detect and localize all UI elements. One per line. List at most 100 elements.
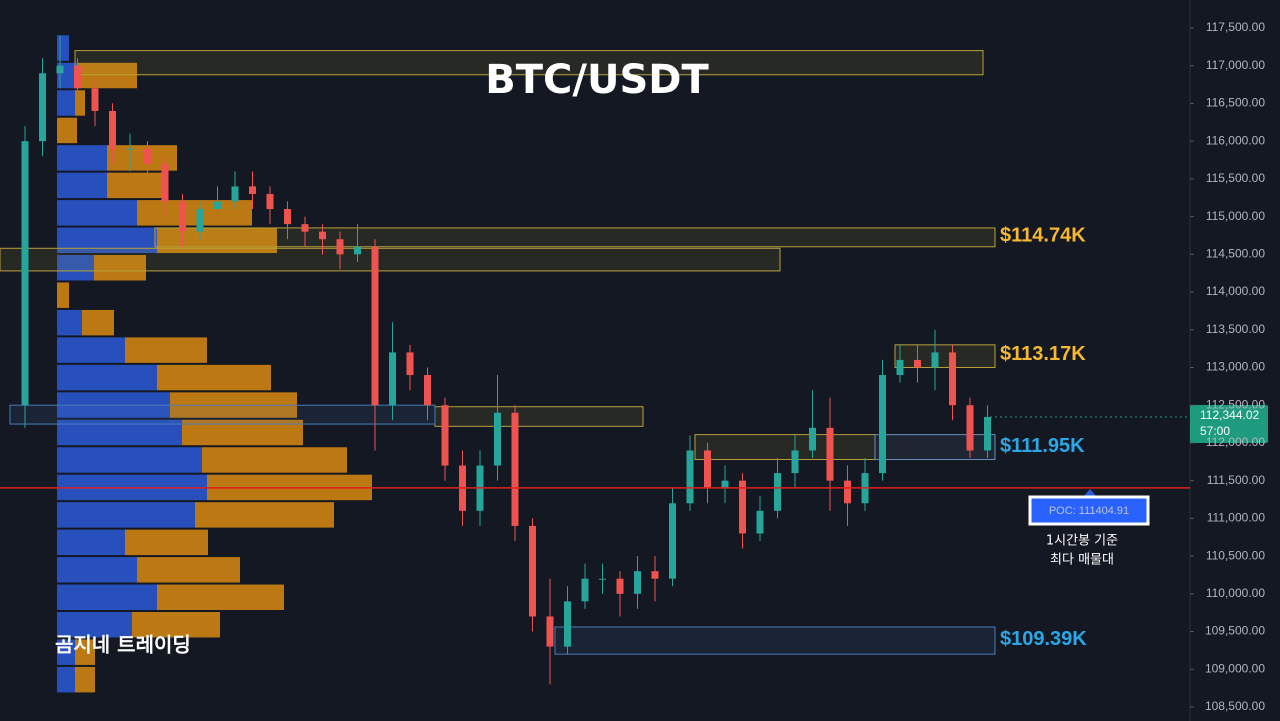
profile-sell [75, 666, 95, 693]
profile-buy [57, 557, 137, 583]
profile-buy [57, 612, 132, 638]
profile-buy [57, 172, 107, 199]
candle-body [651, 571, 659, 579]
profile-sell [77, 62, 137, 89]
profile-sell [132, 612, 220, 638]
candle-body [791, 450, 799, 474]
candle-body [196, 209, 204, 232]
zone-label: $113.17K [1000, 343, 1086, 365]
profile-sell [157, 584, 284, 611]
profile-buy [57, 529, 125, 556]
profile-sell [195, 502, 334, 528]
candle-body [984, 416, 991, 451]
y-tick-label: 108,500.00 [1205, 699, 1265, 713]
candle-body [424, 375, 431, 406]
zone [874, 434, 996, 461]
profile-buy [57, 255, 94, 281]
y-tick-label: 110,500.00 [1206, 548, 1265, 562]
profile-buy [57, 90, 75, 116]
candle-body [511, 412, 519, 526]
candle-body [739, 480, 746, 534]
zone-label: $109.39K [1000, 628, 1087, 650]
candle-body [441, 405, 449, 466]
profile-sell [94, 255, 146, 281]
candle-body [214, 201, 221, 210]
profile-buy [57, 200, 137, 226]
chart-title: BTC/USDT [485, 57, 709, 103]
zone [74, 50, 984, 76]
poc-pointer [1083, 489, 1097, 497]
candle-body [319, 231, 326, 240]
candle-body [896, 359, 904, 376]
candle-body [354, 246, 361, 255]
profile-sell [57, 117, 77, 144]
candle-body [949, 352, 956, 406]
candle-body [389, 352, 396, 406]
y-tick-label: 111,000.00 [1207, 511, 1266, 525]
zone-label: $111.95K [1000, 435, 1085, 457]
poc-box [1028, 495, 1150, 526]
candle-body [301, 224, 309, 232]
y-tick-label: 113,000.00 [1206, 360, 1265, 374]
y-tick-label: 116,000.00 [1206, 133, 1265, 147]
current-price-tag [1190, 404, 1268, 443]
candle-body [879, 375, 886, 474]
y-tick-label: 117,000.00 [1206, 58, 1265, 72]
profile-sell [75, 639, 95, 665]
candle-body [179, 201, 186, 232]
zone [894, 344, 996, 368]
candle-body [721, 480, 729, 489]
y-tick-label: 113,500.00 [1206, 322, 1265, 336]
candle-body [266, 193, 274, 210]
y-tick-label: 114,000.00 [1206, 284, 1265, 298]
candle-body [529, 525, 536, 617]
candle-body [39, 73, 46, 142]
candle-body [686, 450, 694, 504]
zone [0, 247, 781, 272]
profile-buy [57, 447, 202, 473]
candle-body [546, 616, 554, 647]
zones [0, 50, 996, 655]
y-tick-label: 116,500.00 [1206, 96, 1265, 110]
candle-body [371, 246, 379, 406]
profile-buy [57, 666, 75, 693]
profile-sell [125, 337, 207, 363]
y-tick-label: 115,500.00 [1206, 171, 1265, 185]
poc-note: 1시간봉 기준 [1046, 534, 1118, 549]
candle-body [704, 450, 711, 489]
profile-sell [137, 200, 252, 226]
candle-body [826, 427, 834, 481]
candle-body [284, 209, 291, 225]
candle-body [21, 141, 29, 406]
profile-sell [125, 529, 208, 556]
candle-body [669, 503, 676, 579]
profile-sell [82, 309, 114, 336]
candle-body [161, 163, 169, 202]
profile-sell [157, 364, 271, 391]
current-price-label: 112,344.02 [1200, 408, 1259, 422]
y-tick-label: 111,500.00 [1207, 473, 1266, 487]
profile-buy [57, 364, 157, 391]
y-tick-label: 114,500.00 [1206, 246, 1265, 260]
candle-body [249, 186, 256, 194]
profile-sell [137, 557, 240, 583]
candle-body [931, 352, 939, 368]
profile-buy [57, 639, 75, 665]
y-tick-label: 115,000.00 [1206, 209, 1265, 223]
profile-sell [57, 282, 69, 308]
profile-buy [57, 309, 82, 336]
countdown: 57:00 [1200, 424, 1230, 438]
candle-body [774, 473, 781, 511]
profile-sell [75, 90, 85, 116]
zone-label: $114.74K [1000, 224, 1086, 246]
poc-label: POC: 111404.91 [1049, 505, 1129, 517]
y-tick-label: 112,500.00 [1206, 397, 1265, 411]
zone [554, 626, 996, 655]
candle-body [809, 427, 816, 451]
candles [21, 35, 991, 685]
profile-buy [57, 502, 195, 528]
profile-sell [107, 172, 162, 199]
candle-body [564, 601, 571, 647]
